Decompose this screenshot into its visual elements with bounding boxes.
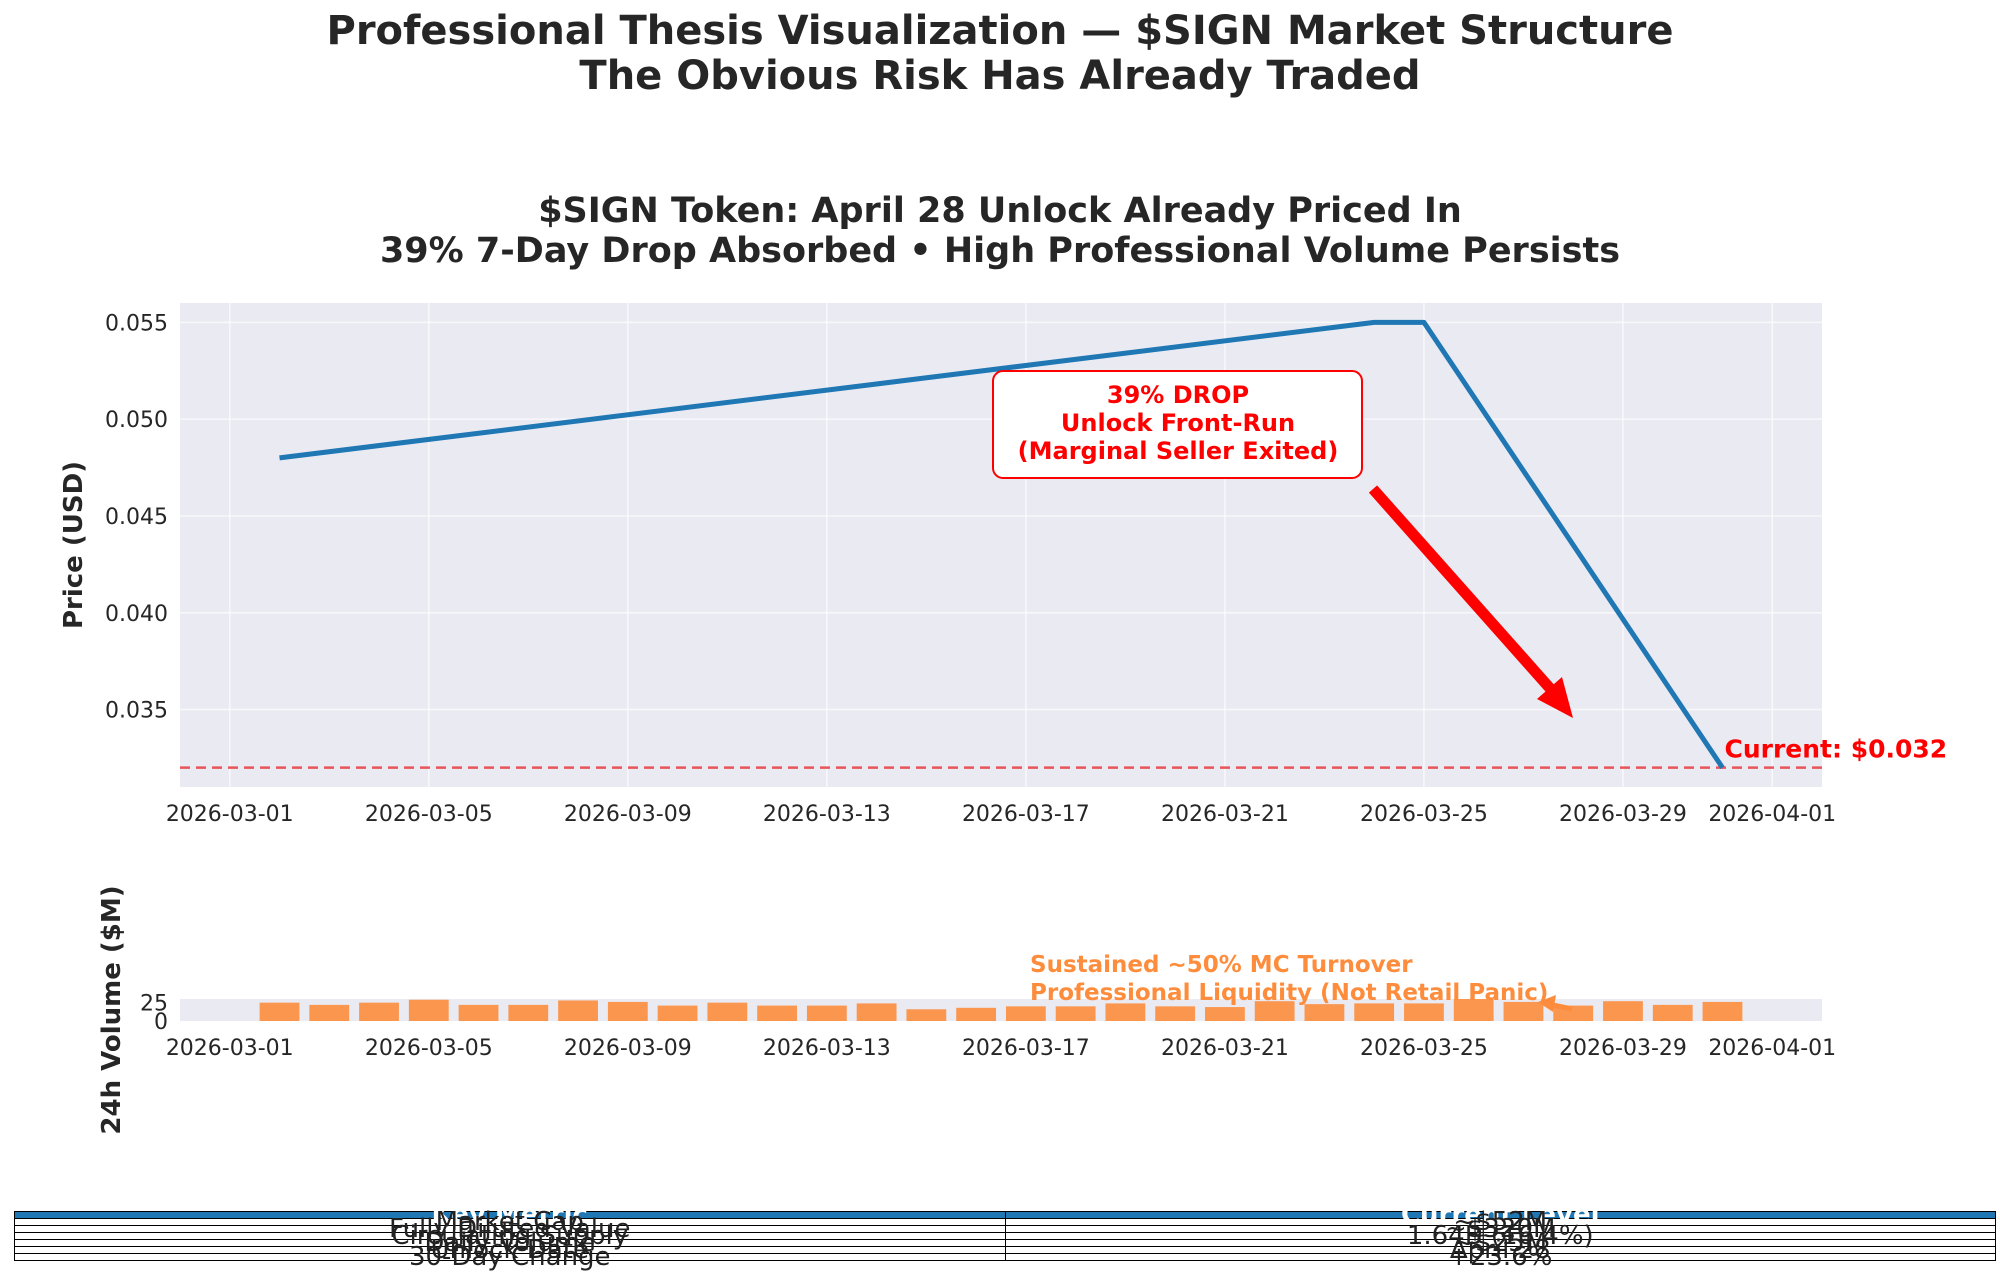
price-x-tick-label: 2026-03-09 [564, 802, 692, 827]
volume-bar [1354, 1003, 1395, 1021]
price-x-tick-label: 2026-04-01 [1708, 802, 1836, 827]
volume-bar [1105, 1003, 1146, 1021]
volume-bar [1652, 1004, 1693, 1021]
price-x-tick-label: 2026-03-17 [962, 802, 1090, 827]
volume-bar [1155, 1006, 1196, 1021]
table-row: Daily Volume ~$25M [14, 1230, 1996, 1256]
volume-bar [508, 1004, 549, 1021]
volume-bar [607, 1001, 648, 1021]
volume-bar [309, 1004, 350, 1021]
volume-bar [259, 1002, 300, 1021]
price-x-tick-label: 2026-03-25 [1360, 802, 1488, 827]
table-row: Fully Diluted Value ~$320M [14, 1216, 1996, 1242]
drop-annotation-line1: 39% DROP [1107, 381, 1249, 409]
volume-bar [1702, 1001, 1743, 1021]
drop-annotation-box [992, 370, 1363, 479]
volume-bar [359, 1002, 399, 1021]
volume-x-tick-label: 2026-03-05 [365, 1036, 493, 1061]
drop-annotation-line3: (Marginal Seller Exited) [1018, 437, 1339, 465]
volume-bar [1005, 1006, 1046, 1021]
volume-bar [1055, 1006, 1096, 1021]
drop-arrow-head [1537, 677, 1573, 718]
table-row: 30-Day Change +23.6% [14, 1244, 1996, 1270]
volume-bar [1603, 1001, 1643, 1021]
volume-x-tick-label: 2026-03-21 [1161, 1036, 1289, 1061]
table-cell-value: +23.6% [1004, 1244, 1996, 1270]
volume-annotation-line2: Professional Liquidity (Not Retail Panic… [1030, 980, 1548, 1006]
volume-y-tick-label: 0 [154, 1010, 168, 1035]
price-chart-title-line2: 39% 7-Day Drop Absorbed • High Professio… [380, 231, 1620, 271]
volume-bar [757, 1005, 797, 1021]
volume-x-tick-label: 2026-03-13 [763, 1036, 891, 1061]
volume-arrow-head [1538, 995, 1556, 1012]
volume-bar [856, 1003, 897, 1021]
figure-suptitle-line1: Professional Thesis Visualization — $SIG… [326, 8, 1674, 54]
price-y-tick-label: 0.045 [105, 505, 168, 530]
price-y-tick-label: 0.040 [105, 602, 168, 627]
volume-bar [806, 1005, 847, 1021]
volume-bar [657, 1005, 698, 1021]
volume-x-tick-label: 2026-03-17 [962, 1036, 1090, 1061]
price-y-tick-label: 0.050 [105, 408, 168, 433]
volume-bar [1503, 1001, 1544, 1021]
table-cell-metric: 30-Day Change [14, 1244, 1006, 1270]
volume-bar [1205, 1007, 1245, 1021]
price-x-tick-label: 2026-03-29 [1559, 802, 1687, 827]
volume-x-tick-label: 2026-04-01 [1708, 1036, 1836, 1061]
price-x-tick-label: 2026-03-21 [1161, 802, 1289, 827]
volume-bar [906, 1009, 947, 1021]
volume-bar [558, 1000, 598, 1021]
table-header-row: Key Metric Current Level [14, 1202, 1996, 1228]
volume-bar [1404, 1003, 1444, 1021]
table-row: Unlock Date April 28 [14, 1237, 1996, 1263]
volume-x-tick-label: 2026-03-25 [1360, 1036, 1488, 1061]
current-price-label: Current: $0.032 [1724, 735, 1947, 764]
price-chart-title-line1: $SIGN Token: April 28 Unlock Already Pri… [538, 191, 1462, 231]
price-y-axis-label: Price (USD) [59, 461, 89, 629]
price-x-tick-label: 2026-03-13 [763, 802, 891, 827]
table-row: Market Cap ~$52M [14, 1209, 1996, 1235]
table-row: Circulating Supply 1.64B (16.4%) [14, 1223, 1996, 1249]
volume-x-tick-label: 2026-03-09 [564, 1036, 692, 1061]
price-y-tick-label: 0.055 [105, 311, 168, 336]
volume-bar [1453, 999, 1494, 1021]
volume-annotation-line1: Sustained ~50% MC Turnover [1030, 952, 1413, 978]
drop-arrow-shaft [1368, 485, 1560, 698]
drop-annotation-line2: Unlock Front-Run [1061, 409, 1295, 437]
metrics-table: Key Metric Current Level Market Cap ~$52M… [14, 1202, 1996, 1270]
volume-x-tick-label: 2026-03-01 [166, 1036, 294, 1061]
volume-bar [408, 999, 449, 1021]
volume-x-tick-label: 2026-03-29 [1559, 1036, 1687, 1061]
volume-y-axis-label: 24h Volume ($M) [97, 885, 127, 1134]
price-series-line [279, 319, 1725, 770]
volume-bar [458, 1004, 499, 1021]
volume-bar [1304, 1004, 1345, 1021]
price-x-tick-label: 2026-03-01 [166, 802, 294, 827]
volume-bar [956, 1007, 997, 1021]
volume-y-tick-label: 25 [140, 992, 168, 1017]
volume-bar [707, 1002, 748, 1021]
price-x-tick-label: 2026-03-05 [365, 802, 493, 827]
figure-suptitle-line2: The Obvious Risk Has Already Traded [579, 53, 1421, 99]
volume-bar [1254, 1001, 1295, 1021]
price-y-tick-label: 0.035 [105, 699, 168, 724]
